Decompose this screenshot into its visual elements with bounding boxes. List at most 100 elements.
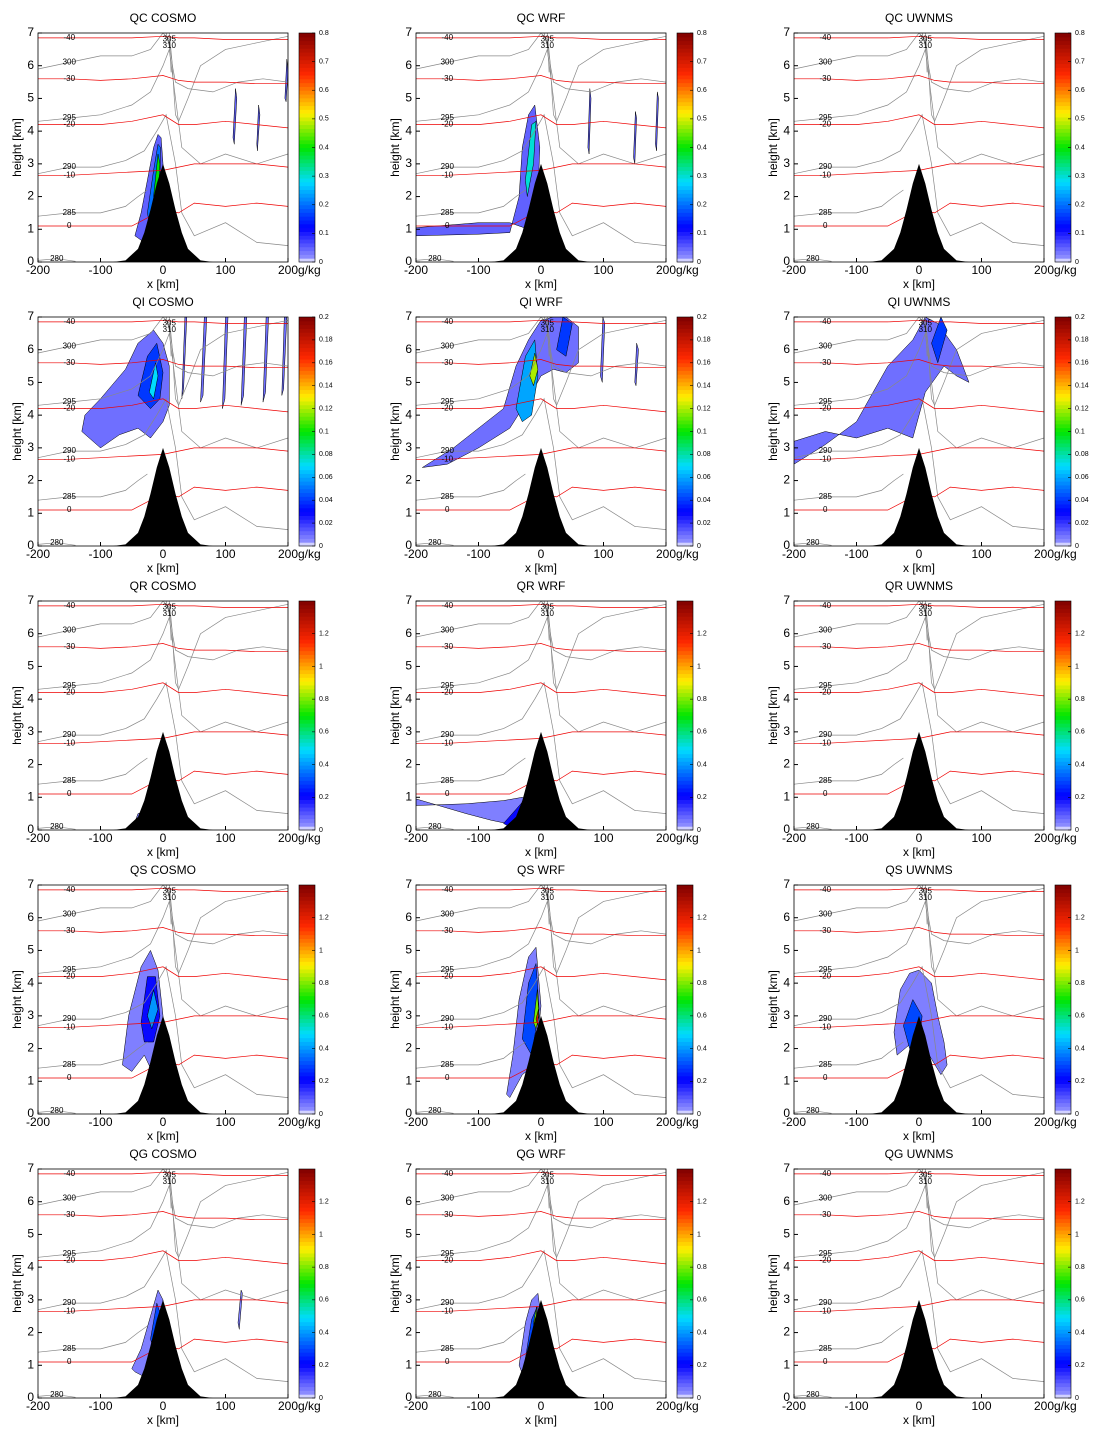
chart-title: QG UWNMS [885, 1147, 954, 1161]
isotherm [38, 35, 288, 40]
colorbar-swatch [1055, 957, 1071, 962]
colorbar-swatch [299, 911, 315, 917]
colorbar-swatch [299, 420, 315, 425]
colorbar-swatch [1055, 896, 1071, 901]
isentrope-label: 290 [63, 1014, 77, 1023]
colorbar-swatch [1055, 684, 1071, 690]
colorbar-swatch [299, 442, 315, 448]
colorbar-swatch [299, 1191, 315, 1197]
isentrope-label: 300 [63, 342, 77, 351]
colorbar-swatch [299, 1310, 315, 1315]
chart-title: QR UWNMS [885, 579, 953, 593]
y-tick-label: 1 [783, 789, 790, 803]
isentrope-label: 310 [919, 325, 933, 334]
colorbar-swatch [677, 105, 693, 110]
hydrometeor-field [655, 91, 659, 151]
y-tick-label: 4 [783, 975, 790, 989]
colorbar-swatch [299, 67, 315, 72]
colorbar-swatch [677, 1214, 693, 1220]
colorbar-swatch [1055, 381, 1071, 387]
isentrope [416, 757, 526, 785]
colorbar-swatch [1055, 999, 1071, 1004]
colorbar-swatch [1055, 1233, 1071, 1239]
colorbar-swatch [677, 665, 693, 671]
colorbar-swatch [299, 1214, 315, 1220]
y-tick-label: 4 [405, 975, 412, 989]
colorbar-swatch [677, 930, 693, 936]
colorbar-swatch [1055, 1352, 1071, 1357]
isentrope-label: 285 [441, 492, 455, 501]
isentrope-label: 280 [50, 1390, 64, 1399]
colorbar-swatch [299, 684, 315, 690]
hydrometeor-field [256, 104, 261, 151]
colorbar-swatch [1055, 1378, 1071, 1384]
x-tick-label: -100 [844, 547, 868, 561]
colorbar-swatch [677, 1329, 693, 1334]
y-tick-label: 4 [405, 1259, 412, 1273]
colorbar-swatch [677, 1317, 693, 1323]
colorbar-swatch [677, 719, 693, 724]
colorbar-tick-label: 0.12 [319, 405, 333, 412]
y-tick-label: 1 [783, 221, 790, 235]
colorbar-swatch [299, 1064, 315, 1069]
colorbar-tick-label: 1 [1075, 1231, 1079, 1238]
colorbar-swatch [299, 904, 315, 909]
x-tick-label: 200 [1034, 1115, 1054, 1129]
colorbar-swatch [677, 746, 693, 751]
colorbar-tick-label: 1.2 [697, 915, 707, 922]
hydrometeor-field [147, 989, 159, 1030]
colorbar-swatch [299, 930, 315, 936]
hydrometeor-field [181, 317, 188, 399]
y-tick-label: 0 [783, 822, 790, 836]
colorbar-swatch [299, 136, 315, 141]
colorbar-swatch [1055, 692, 1071, 697]
colorbar-swatch [677, 504, 693, 509]
colorbar-swatch [1055, 526, 1071, 532]
colorbar-swatch [677, 818, 693, 823]
y-tick-label: 3 [27, 724, 34, 738]
y-axis-label: height [km] [10, 118, 24, 177]
colorbar-swatch [299, 888, 315, 894]
isentrope-label: 300 [63, 910, 77, 919]
colorbar-frame [676, 600, 694, 831]
colorbar-swatch [299, 1218, 315, 1223]
colorbar-swatch [299, 200, 315, 206]
colorbar-label: g/kg [298, 547, 321, 561]
colorbar-swatch [677, 757, 693, 762]
isotherm [416, 927, 666, 937]
colorbar-swatch [299, 1195, 315, 1201]
colorbar-swatch [299, 949, 315, 955]
colorbar-swatch [299, 174, 315, 179]
isentrope [794, 189, 904, 217]
colorbar-swatch [1055, 235, 1071, 240]
colorbar-swatch [677, 86, 693, 91]
colorbar-swatch [677, 1222, 693, 1227]
isotherm [794, 1299, 1044, 1312]
colorbar-swatch [299, 788, 315, 793]
isotherm [794, 35, 1044, 40]
x-tick-label: 0 [916, 1399, 923, 1413]
terrain [113, 1299, 213, 1398]
x-tick-label: 0 [538, 263, 545, 277]
isentrope-label: 295 [819, 397, 833, 406]
isentrope-label: 310 [163, 609, 177, 618]
colorbar-swatch [677, 1060, 693, 1065]
chart-title: QR WRF [517, 579, 566, 593]
chart-title: QG COSMO [129, 1147, 196, 1161]
colorbar-tick-label: 1.2 [697, 1199, 707, 1206]
isotherm-label: -20 [63, 972, 75, 981]
colorbar-swatch [677, 711, 693, 716]
isotherm-label: 0 [67, 789, 72, 798]
colorbar-swatch [677, 155, 693, 160]
colorbar-swatch [677, 1356, 693, 1361]
colorbar-swatch [299, 772, 315, 778]
colorbar-swatch [299, 94, 315, 99]
isentrope [794, 258, 832, 262]
colorbar-swatch [299, 1264, 315, 1269]
colorbar-swatch [677, 765, 693, 770]
isentrope-label: 290 [819, 730, 833, 739]
colorbar-swatch [677, 1199, 693, 1204]
colorbar-swatch [1055, 500, 1071, 505]
colorbar-swatch [677, 1314, 693, 1319]
isentrope-label: 310 [919, 609, 933, 618]
